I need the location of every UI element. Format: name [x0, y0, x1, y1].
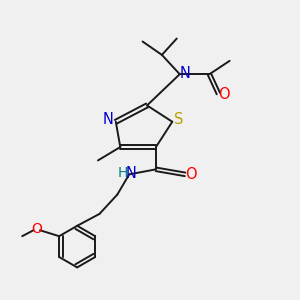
Text: N: N: [179, 65, 190, 80]
Text: S: S: [174, 112, 184, 128]
Text: O: O: [31, 222, 42, 236]
Text: O: O: [218, 87, 230, 102]
Text: O: O: [185, 167, 197, 182]
Text: N: N: [125, 166, 136, 181]
Text: N: N: [102, 112, 113, 128]
Text: H: H: [117, 167, 128, 181]
